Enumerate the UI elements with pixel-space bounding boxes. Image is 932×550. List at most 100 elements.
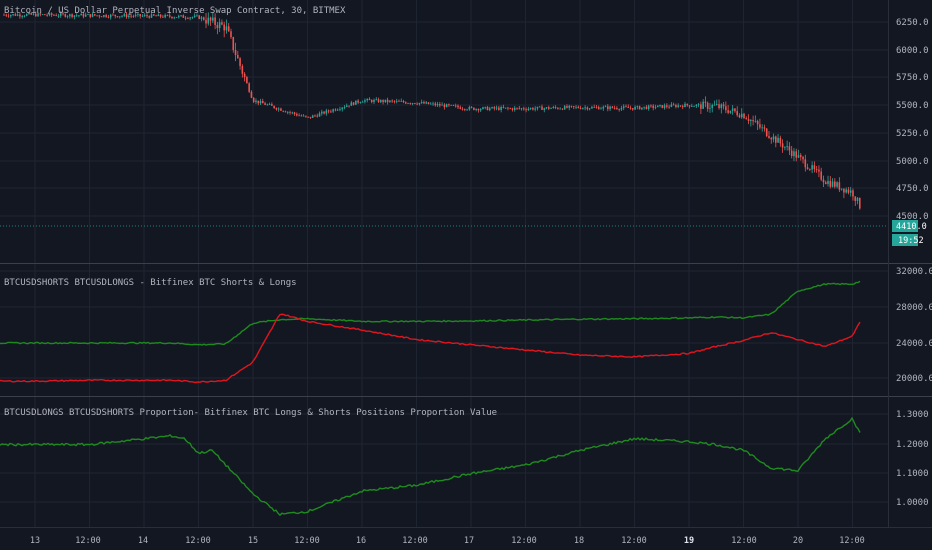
- candle-body: [697, 104, 700, 106]
- candle-body: [491, 107, 493, 109]
- candle-body: [266, 104, 269, 106]
- candle-body: [123, 14, 126, 16]
- candle-body: [443, 104, 446, 108]
- candle-body: [166, 14, 169, 16]
- candle-body: [237, 55, 239, 59]
- candle-body: [418, 102, 421, 105]
- candle-body: [398, 100, 400, 102]
- candle-body: [523, 108, 525, 110]
- candle-body: [3, 14, 5, 16]
- candle-body: [180, 15, 182, 17]
- proportion-axis[interactable]: 1.3000 1.2000 1.1000 1.0000: [896, 410, 929, 508]
- candle-body: [112, 14, 114, 16]
- candle-body: [840, 188, 843, 190]
- candle-body: [118, 16, 121, 18]
- shorts-longs-pane[interactable]: BTCUSDSHORTS BTCUSDLONGS - Bitfinex BTC …: [0, 278, 861, 384]
- candle-body: [98, 15, 101, 17]
- candle-body: [464, 108, 466, 110]
- candle-body: [377, 99, 380, 103]
- candle-body: [613, 107, 616, 109]
- price-axis-tick: 4750.0: [896, 184, 929, 194]
- candle-body: [264, 103, 266, 105]
- candle-body: [307, 116, 309, 118]
- candle-body: [754, 121, 757, 122]
- candle-body: [654, 107, 657, 108]
- candle-body: [577, 106, 580, 108]
- price-axis-tick: 5750.0: [896, 73, 929, 83]
- candle-body: [84, 14, 87, 17]
- time-axis-label: 18: [574, 536, 584, 546]
- price-pane[interactable]: Bitcoin / US Dollar Perpetual Inverse Sw…: [0, 6, 888, 227]
- candle-body: [314, 115, 316, 117]
- candle-body: [722, 104, 725, 107]
- candle-body: [218, 22, 221, 29]
- proportion-pane[interactable]: BTCUSDLONGS BTCUSDSHORTS Proportion- Bit…: [0, 408, 861, 517]
- candle-body: [302, 115, 305, 117]
- candle-body: [532, 108, 534, 110]
- candle-body: [193, 15, 196, 18]
- candle-body: [232, 37, 235, 51]
- candle-body: [541, 106, 543, 110]
- candle-body: [82, 13, 85, 17]
- candle-body: [207, 17, 210, 24]
- candle-body: [316, 115, 319, 117]
- candle-body: [282, 110, 285, 112]
- candle-body: [731, 108, 734, 111]
- candle-body: [631, 108, 634, 110]
- time-axis-label: 20: [793, 536, 803, 546]
- proportion-axis-tick: 1.1000: [896, 469, 929, 479]
- candle-body: [323, 111, 325, 114]
- candle-body: [223, 24, 225, 31]
- candle-body: [756, 121, 759, 125]
- candle-body: [66, 16, 69, 17]
- time-axis-label: 16: [356, 536, 366, 546]
- candle-body: [53, 14, 55, 16]
- candle-body: [182, 15, 185, 18]
- candle-body: [100, 16, 103, 18]
- candle-body: [243, 73, 246, 78]
- candle-body: [445, 104, 448, 108]
- price-axis[interactable]: 6250.0 6000.0 5750.0 5500.0 5250.0 5000.…: [892, 18, 929, 246]
- candle-body: [425, 102, 428, 104]
- candle-body: [520, 108, 523, 110]
- candle-body: [813, 165, 816, 170]
- candle-body: [824, 182, 827, 184]
- candle-body: [593, 106, 595, 108]
- time-axis-label: 12:00: [294, 536, 320, 546]
- candle-body: [327, 110, 330, 112]
- candle-body: [747, 119, 750, 122]
- candle-body: [595, 107, 598, 108]
- candle-body: [597, 107, 600, 110]
- time-axis[interactable]: 13 12:00 14 12:00 15 12:00 16 12:00 17 1…: [30, 536, 865, 546]
- price-axis-tick: 6250.0: [896, 18, 929, 28]
- candle-body: [659, 105, 661, 106]
- candle-body: [461, 108, 464, 110]
- candle-body: [591, 106, 593, 109]
- candle-body: [157, 14, 160, 17]
- candle-body: [759, 124, 761, 128]
- shorts-longs-axis[interactable]: 32000.0000 28000.0000 24000.0000 20000.0…: [896, 267, 932, 384]
- time-axis-label: 12:00: [731, 536, 757, 546]
- candle-body: [153, 14, 155, 16]
- candle-body: [768, 136, 770, 139]
- candle-body: [849, 190, 852, 193]
- candle-body: [366, 98, 368, 101]
- candle-body: [677, 105, 679, 107]
- candle-body: [545, 107, 548, 109]
- candle-body: [616, 108, 618, 110]
- candle-body: [502, 107, 505, 108]
- candle-body: [691, 106, 693, 107]
- candle-body: [134, 14, 137, 17]
- candle-body: [23, 15, 26, 17]
- candle-body: [239, 58, 241, 67]
- candle-body: [482, 107, 484, 110]
- time-axis-label: 12:00: [839, 536, 865, 546]
- candle-body: [713, 104, 716, 106]
- candle-body: [409, 103, 412, 105]
- candle-body: [441, 104, 443, 106]
- candle-body: [250, 91, 253, 98]
- candle-body: [71, 14, 73, 17]
- candle-body: [557, 107, 559, 109]
- proportion-series-line: [0, 416, 861, 517]
